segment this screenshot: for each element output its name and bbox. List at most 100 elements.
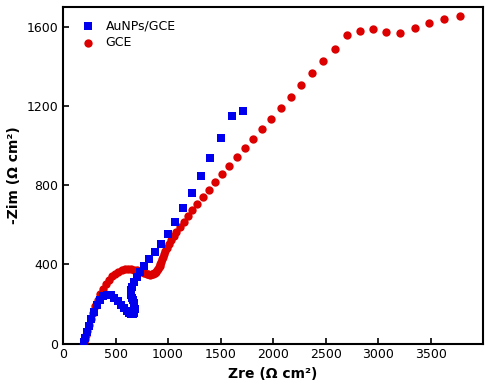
GCE [80, 339, 88, 345]
AuNPs/GCE [130, 306, 138, 312]
GCE [225, 163, 233, 169]
GCE [396, 29, 404, 36]
GCE [205, 187, 213, 193]
GCE [81, 336, 89, 342]
GCE [84, 327, 92, 334]
AuNPs/GCE [90, 308, 98, 315]
GCE [130, 267, 138, 273]
GCE [199, 194, 207, 200]
AuNPs/GCE [130, 303, 138, 310]
GCE [136, 268, 144, 274]
GCE [150, 270, 158, 276]
GCE [343, 32, 351, 38]
AuNPs/GCE [130, 308, 138, 315]
GCE [189, 207, 196, 213]
GCE [152, 268, 160, 275]
AuNPs/GCE [127, 287, 135, 293]
GCE [297, 82, 305, 88]
AuNPs/GCE [157, 241, 165, 247]
AuNPs/GCE [81, 334, 89, 341]
GCE [85, 322, 93, 329]
GCE [96, 291, 104, 297]
GCE [138, 269, 146, 275]
GCE [146, 272, 154, 278]
AuNPs/GCE [127, 311, 135, 317]
AuNPs/GCE [188, 190, 196, 196]
GCE [411, 24, 418, 31]
AuNPs/GCE [206, 155, 214, 161]
GCE [154, 266, 162, 272]
AuNPs/GCE [80, 339, 88, 345]
GCE [159, 254, 167, 260]
Y-axis label: -Zim (Ω cm²): -Zim (Ω cm²) [7, 126, 21, 224]
AuNPs/GCE [217, 135, 224, 141]
GCE [170, 233, 177, 239]
GCE [99, 286, 107, 292]
AuNPs/GCE [83, 329, 91, 335]
AuNPs/GCE [130, 300, 138, 307]
GCE [105, 277, 113, 283]
GCE [127, 266, 135, 272]
AuNPs/GCE [125, 310, 133, 317]
GCE [308, 70, 316, 76]
AuNPs/GCE [120, 305, 128, 312]
GCE [172, 229, 180, 235]
AuNPs/GCE [103, 291, 111, 298]
AuNPs/GCE [123, 308, 131, 314]
AuNPs/GCE [136, 269, 144, 275]
GCE [319, 58, 327, 64]
GCE [89, 310, 97, 316]
GCE [124, 266, 132, 272]
GCE [102, 281, 110, 287]
GCE [441, 16, 448, 22]
GCE [383, 29, 391, 35]
GCE [267, 116, 275, 122]
GCE [153, 267, 161, 274]
GCE [184, 213, 192, 219]
AuNPs/GCE [196, 173, 204, 179]
AuNPs/GCE [164, 230, 172, 237]
GCE [145, 271, 152, 277]
AuNPs/GCE [96, 296, 104, 303]
GCE [356, 28, 364, 34]
GCE [194, 201, 201, 207]
GCE [331, 45, 339, 52]
GCE [287, 94, 294, 100]
AuNPs/GCE [151, 249, 159, 255]
AuNPs/GCE [128, 284, 136, 290]
GCE [167, 237, 175, 243]
GCE [118, 267, 125, 273]
AuNPs/GCE [130, 310, 138, 317]
AuNPs/GCE [127, 292, 135, 298]
AuNPs/GCE [114, 298, 122, 304]
GCE [108, 273, 116, 279]
AuNPs/GCE [127, 290, 135, 296]
AuNPs/GCE [130, 279, 138, 285]
GCE [425, 20, 433, 26]
GCE [258, 126, 266, 132]
X-axis label: Zre (Ω cm²): Zre (Ω cm²) [228, 367, 318, 381]
GCE [218, 171, 226, 178]
AuNPs/GCE [129, 311, 137, 317]
GCE [176, 224, 184, 230]
AuNPs/GCE [99, 293, 107, 299]
GCE [162, 248, 170, 254]
GCE [163, 244, 171, 251]
GCE [143, 271, 150, 277]
GCE [133, 267, 141, 274]
GCE [277, 105, 285, 111]
AuNPs/GCE [179, 205, 187, 211]
GCE [241, 145, 248, 151]
GCE [180, 218, 188, 225]
AuNPs/GCE [133, 274, 141, 281]
AuNPs/GCE [129, 297, 137, 303]
GCE [456, 13, 464, 19]
GCE [141, 270, 148, 276]
AuNPs/GCE [128, 294, 136, 301]
GCE [155, 264, 163, 270]
GCE [149, 271, 157, 277]
GCE [91, 303, 99, 310]
AuNPs/GCE [107, 292, 115, 298]
GCE [249, 136, 257, 142]
AuNPs/GCE [117, 302, 125, 308]
